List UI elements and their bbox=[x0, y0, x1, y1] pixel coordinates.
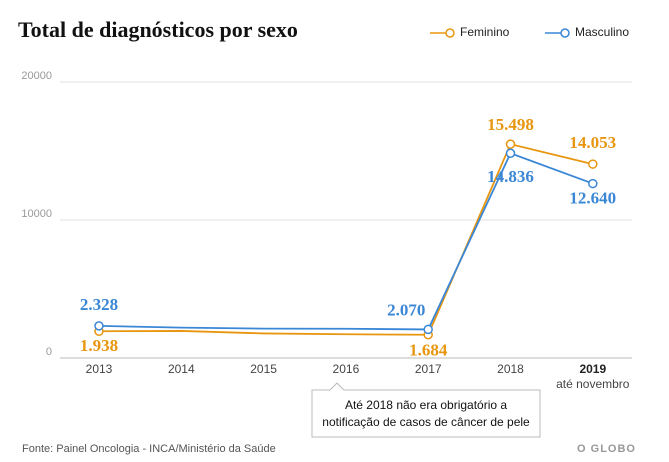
y-tick-label: 10000 bbox=[21, 208, 52, 220]
legend-marker bbox=[445, 28, 455, 38]
point-marker bbox=[588, 178, 598, 189]
x-tick-label: 2016 bbox=[333, 362, 360, 376]
data-label: 2.070 bbox=[387, 300, 425, 319]
legend-marker bbox=[560, 28, 570, 38]
point-marker bbox=[505, 139, 516, 149]
logo: O GLOBO bbox=[577, 443, 636, 455]
x-tick-note: até novembro bbox=[556, 377, 630, 391]
data-label: 1.938 bbox=[80, 336, 118, 355]
source: Fonte: Painel Oncologia - INCA/Ministéri… bbox=[22, 443, 276, 455]
data-label: 1.684 bbox=[409, 341, 448, 360]
x-tick-label: 2017 bbox=[415, 362, 442, 376]
y-tick-label: 0 bbox=[46, 346, 52, 358]
legend-label: Masculino bbox=[575, 25, 629, 39]
x-tick-label: 2014 bbox=[168, 362, 195, 376]
x-tick-label: 2019 bbox=[579, 362, 606, 376]
point-marker bbox=[94, 321, 104, 331]
data-label: 12.640 bbox=[569, 188, 616, 207]
point-marker bbox=[505, 148, 516, 159]
annotation-line: Até 2018 não era obrigatório a bbox=[345, 398, 507, 412]
x-tick-label: 2018 bbox=[497, 362, 524, 376]
data-label: 2.328 bbox=[80, 295, 118, 314]
data-label: 15.498 bbox=[487, 115, 534, 134]
data-label: 14.053 bbox=[569, 133, 616, 152]
point-marker bbox=[423, 324, 433, 335]
point-marker bbox=[588, 159, 598, 169]
x-tick-label: 2013 bbox=[86, 362, 113, 376]
annotation-line: notificação de casos de câncer de pele bbox=[322, 415, 530, 429]
chart-title: Total de diagnósticos por sexo bbox=[18, 17, 298, 42]
y-tick-label: 20000 bbox=[21, 70, 52, 82]
x-tick-label: 2015 bbox=[250, 362, 277, 376]
legend-label: Feminino bbox=[460, 25, 510, 39]
annotation-box bbox=[311, 382, 541, 438]
data-label: 14.836 bbox=[487, 167, 534, 186]
